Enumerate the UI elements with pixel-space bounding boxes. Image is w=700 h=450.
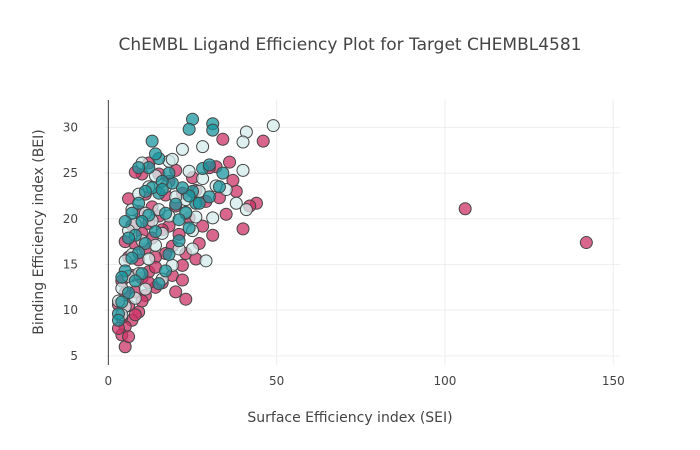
data-point[interactable] [138,184,152,198]
y-tick-label: 25 [63,166,78,180]
data-point[interactable] [458,202,472,216]
data-point[interactable] [165,152,179,166]
data-point[interactable] [182,221,196,235]
data-point[interactable] [175,142,189,156]
x-tick-label: 50 [269,374,284,388]
data-point[interactable] [192,196,206,210]
data-point[interactable] [216,166,230,180]
data-point[interactable] [266,119,280,133]
data-point[interactable] [125,251,139,265]
data-point[interactable] [206,123,220,137]
data-point[interactable] [239,203,253,217]
tick-labels: 0 50 100 150 5 10 15 20 25 30 [63,120,625,388]
y-tick-label: 10 [63,303,78,317]
data-point[interactable] [132,161,146,175]
data-point[interactable] [202,158,216,172]
y-tick-label: 5 [70,349,78,363]
data-point[interactable] [229,196,243,210]
chart-title: ChEMBL Ligand Efficiency Plot for Target… [119,35,582,55]
data-point[interactable] [138,236,152,250]
data-point[interactable] [206,228,220,242]
data-point[interactable] [579,236,593,250]
data-point[interactable] [162,247,176,261]
data-point[interactable] [219,207,233,221]
data-point[interactable] [236,135,250,149]
data-point[interactable] [122,231,136,245]
x-tick-label: 0 [105,374,113,388]
data-point[interactable] [236,163,250,177]
data-point[interactable] [206,211,220,225]
data-point[interactable] [212,180,226,194]
data-point[interactable] [179,292,193,306]
data-point[interactable] [145,134,159,148]
y-axis-label: Binding Efficiency index (BEI) [31,129,47,335]
x-tick-label: 100 [434,374,457,388]
data-point[interactable] [111,313,125,327]
x-tick-label: 150 [602,374,625,388]
data-point[interactable] [135,215,149,229]
data-point[interactable] [148,147,162,161]
data-point[interactable] [152,277,166,291]
data-point[interactable] [128,274,142,288]
data-point[interactable] [138,282,152,296]
data-point[interactable] [115,295,129,309]
data-point[interactable] [169,197,183,211]
data-point[interactable] [159,264,173,278]
data-point[interactable] [182,164,196,178]
data-point[interactable] [115,270,129,284]
data-point[interactable] [155,183,169,197]
data-point[interactable] [226,173,240,187]
y-tick-label: 15 [63,257,78,271]
series-3 [111,112,230,327]
data-point[interactable] [186,242,200,256]
data-point[interactable] [142,252,156,266]
y-tick-label: 30 [63,120,78,134]
data-point[interactable] [202,190,216,204]
data-point[interactable] [256,134,270,148]
data-point[interactable] [199,254,213,268]
data-point[interactable] [132,196,146,210]
y-tick-label: 20 [63,212,78,226]
data-point[interactable] [122,286,136,300]
data-point[interactable] [148,225,162,239]
data-point[interactable] [172,234,186,248]
data-point[interactable] [223,155,237,169]
data-point[interactable] [175,273,189,287]
data-point[interactable] [236,222,250,236]
data-point[interactable] [172,213,186,227]
data-point[interactable] [128,308,142,322]
data-point[interactable] [118,215,132,229]
data-point[interactable] [122,330,136,344]
data-point[interactable] [196,140,210,154]
data-point[interactable] [216,132,230,146]
data-point[interactable] [182,122,196,136]
data-points [111,112,593,354]
data-point[interactable] [159,206,173,220]
data-point[interactable] [169,285,183,299]
x-axis-label: Surface Efficiency index (SEI) [247,410,452,426]
